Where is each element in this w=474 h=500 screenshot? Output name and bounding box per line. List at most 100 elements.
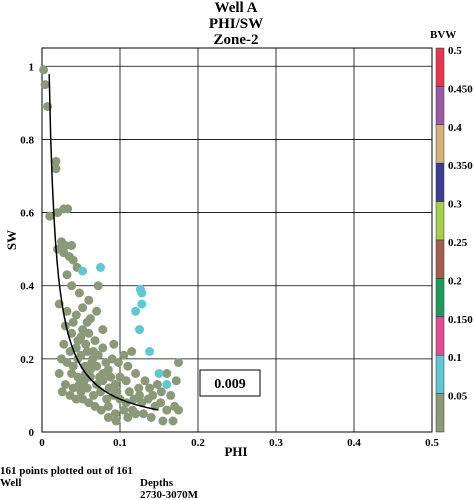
colorbar-label: 0.5 [448,45,462,57]
colorbar-label: 0.3 [448,199,462,211]
data-point [85,314,95,324]
data-point [106,372,116,382]
data-point-highlight [162,380,172,389]
data-point [60,321,70,331]
data-point [145,383,155,393]
data-point [174,358,183,367]
data-point [98,325,108,335]
colorbar-label: 0.450 [448,83,473,95]
data-point [82,383,92,393]
data-point-highlight [145,347,155,356]
data-point [45,211,55,221]
data-point [148,390,158,400]
data-point [166,390,176,400]
colorbar-label: 0.4 [448,122,462,134]
data-point [119,350,129,360]
data-point [51,156,61,166]
data-point [123,361,133,371]
data-point [158,416,168,426]
colorbar-swatch [435,316,445,356]
data-point [101,358,111,367]
data-point [67,281,77,291]
data-point [121,376,131,386]
y-tick-label: 1 [29,61,35,73]
data-point [162,405,172,415]
data-point-highlight [78,266,88,276]
data-point [74,380,84,389]
data-point [59,339,69,349]
data-point [152,380,162,389]
data-point [65,390,75,400]
data-point [138,409,148,419]
x-axis-label: PHI [224,444,247,459]
data-point [62,270,72,280]
colorbar-swatch [435,239,445,279]
colorbar-swatch [435,86,445,126]
data-point [67,241,77,250]
colorbar-swatch [435,354,445,394]
data-point [168,416,178,426]
chart-title-line-3: Zone-2 [214,32,259,48]
data-point [57,387,67,397]
curve-constant-value: 0.009 [214,377,246,392]
data-point-highlight [131,306,141,316]
data-point [63,204,73,214]
data-point [60,380,70,389]
x-tick-labels: 0 0.1 0.2 0.3 0.4 0.5 [39,437,439,449]
data-point [89,390,98,400]
data-point [95,372,105,382]
data-point [140,376,150,386]
data-point-highlight [154,369,164,378]
colorbar-label: 0.1 [448,352,462,364]
data-point [111,416,121,426]
data-point [60,241,70,250]
data-point [174,405,183,415]
y-tick-label: 0 [29,427,35,439]
data-point [39,65,49,75]
colorbar-swatch [435,201,445,241]
y-tick-label: 0.2 [20,354,34,366]
data-point [84,295,94,305]
data-point [103,365,113,375]
points-count-text: 161 points plotted out of 161 [0,465,133,477]
data-point-highlight [135,325,144,335]
x-tick-label: 0.4 [347,437,361,449]
colorbar-swatch [435,47,445,87]
data-point-highlight [96,262,105,272]
colorbar-label: 0.25 [448,237,468,249]
data-point [40,80,50,90]
data-point [68,255,78,265]
x-tick-label: 0.5 [425,437,439,449]
colorbar-swatch [435,124,445,164]
data-point [68,361,78,371]
x-tick-label: 0 [39,437,45,449]
colorbar-swatch [435,393,445,433]
footer-depths-value: 2730-3070M [140,489,199,500]
data-point [103,401,113,411]
colorbar-label: 0.150 [448,314,473,326]
data-point [162,369,172,378]
colorbar-swatch [435,278,445,318]
chart-title-line-1: Well A [215,0,258,16]
colorbar-swatch [435,162,445,202]
data-point [131,369,141,378]
data-point [110,380,120,389]
data-point [135,390,144,400]
data-point [92,306,102,316]
y-tick-label: 0.4 [20,281,34,293]
data-point [78,303,88,313]
footer-well-label: Well [0,477,21,489]
data-point [131,409,141,419]
bvw-colorbar: 0.5 0.450 0.4 0.350 0.3 0.25 0.2 0.150 0.1 0.05 [435,45,473,433]
colorbar-title: BVW [430,29,456,41]
data-point [62,306,72,316]
data-point [54,369,64,378]
data-point [171,376,181,386]
data-point [109,339,119,349]
y-tick-label: 0.6 [20,208,34,220]
footer-depths-label: Depths [140,477,174,489]
data-point [89,347,98,356]
data-point [78,394,88,404]
y-axis-label: SW [4,230,19,250]
data-point [113,358,123,367]
